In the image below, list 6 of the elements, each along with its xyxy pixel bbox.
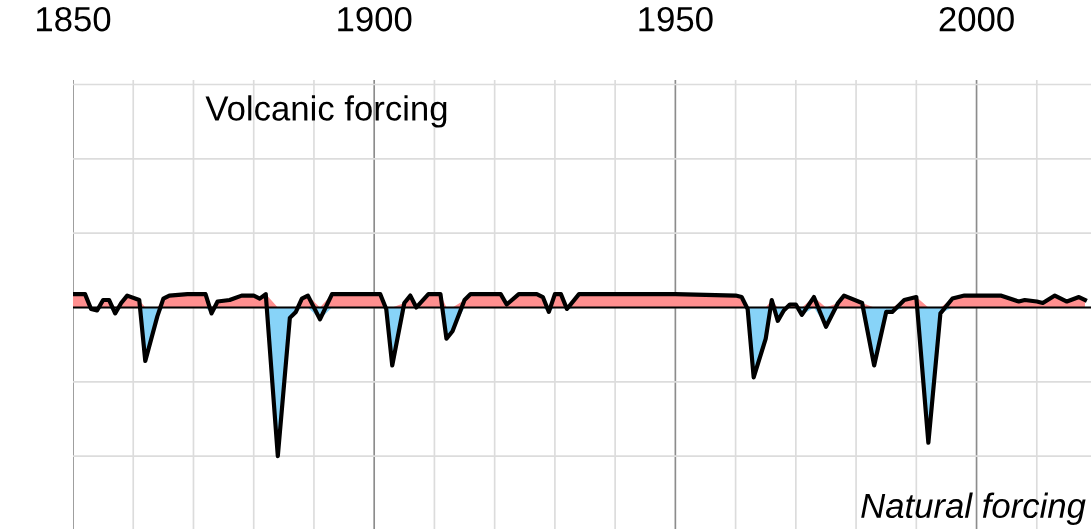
chart-title: Volcanic forcing <box>205 95 447 128</box>
x-tick-label: 1850 <box>37 6 111 32</box>
x-tick-label: 1950 <box>639 6 713 32</box>
x-tick-label: 2000 <box>939 6 1014 32</box>
x-tick-label: 1900 <box>338 6 412 32</box>
text: Natural forcing <box>861 492 1086 525</box>
